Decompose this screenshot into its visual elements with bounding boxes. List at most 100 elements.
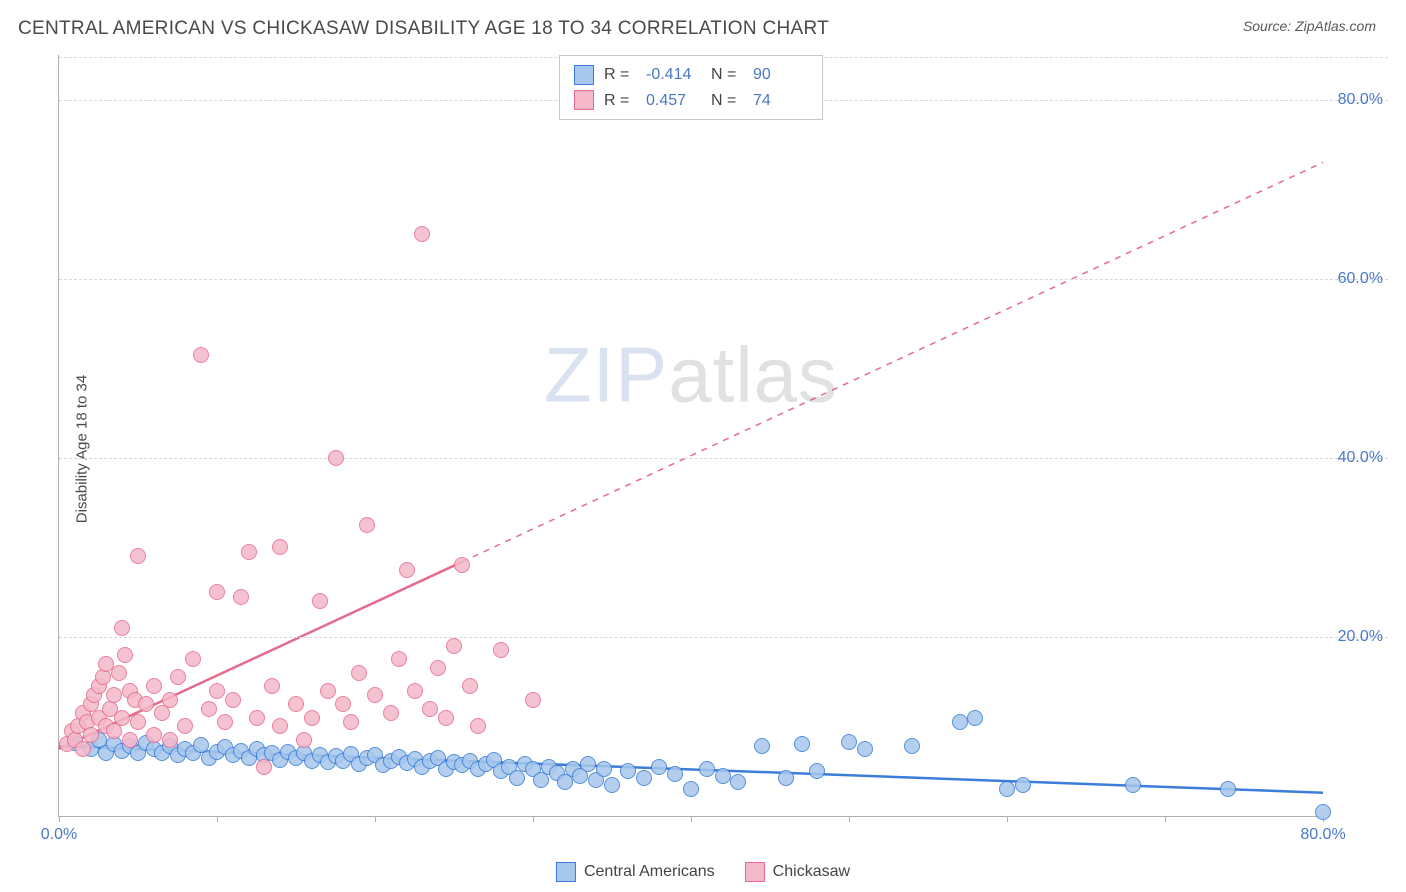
- data-point: [430, 660, 446, 676]
- data-point: [264, 678, 280, 694]
- legend-swatch: [574, 90, 594, 110]
- legend-swatch: [745, 862, 765, 882]
- data-point: [809, 763, 825, 779]
- x-tick: [1165, 816, 1166, 822]
- gridline: [59, 458, 1388, 459]
- data-point: [335, 696, 351, 712]
- y-tick-label: 20.0%: [1338, 628, 1383, 646]
- data-point: [952, 714, 968, 730]
- data-point: [95, 669, 111, 685]
- data-point: [225, 692, 241, 708]
- data-point: [138, 696, 154, 712]
- legend-r-label: R =: [604, 88, 636, 114]
- legend-row: R =-0.414N =90: [574, 62, 808, 88]
- data-point: [351, 665, 367, 681]
- data-point: [699, 761, 715, 777]
- data-point: [193, 347, 209, 363]
- watermark: ZIPatlas: [544, 329, 838, 420]
- legend-series-label: Chickasaw: [773, 863, 850, 881]
- x-tick: [375, 816, 376, 822]
- data-point: [209, 584, 225, 600]
- data-point: [272, 718, 288, 734]
- data-point: [596, 761, 612, 777]
- data-point: [391, 651, 407, 667]
- data-point: [1015, 777, 1031, 793]
- data-point: [1125, 777, 1141, 793]
- legend-series-item: Central Americans: [556, 862, 715, 882]
- legend-n-value: 90: [753, 62, 808, 88]
- data-point: [233, 589, 249, 605]
- data-point: [509, 770, 525, 786]
- data-point: [470, 718, 486, 734]
- y-tick-label: 60.0%: [1338, 270, 1383, 288]
- data-point: [209, 683, 225, 699]
- y-tick-label: 80.0%: [1338, 91, 1383, 109]
- data-point: [1220, 781, 1236, 797]
- x-tick-label: 80.0%: [1300, 826, 1345, 844]
- data-point: [667, 766, 683, 782]
- legend-r-value: 0.457: [646, 88, 701, 114]
- data-point: [754, 738, 770, 754]
- data-point: [328, 450, 344, 466]
- plot-area: ZIPatlas R =-0.414N =90R =0.457N =74 20.…: [58, 55, 1323, 817]
- data-point: [454, 557, 470, 573]
- data-point: [399, 562, 415, 578]
- data-point: [904, 738, 920, 754]
- data-point: [383, 705, 399, 721]
- trend-line-dashed: [462, 162, 1323, 561]
- data-point: [249, 710, 265, 726]
- data-point: [241, 544, 257, 560]
- data-point: [367, 687, 383, 703]
- data-point: [130, 714, 146, 730]
- data-point: [414, 226, 430, 242]
- data-point: [111, 665, 127, 681]
- data-point: [122, 732, 138, 748]
- x-tick-label: 0.0%: [41, 826, 77, 844]
- data-point: [359, 517, 375, 533]
- legend-swatch: [556, 862, 576, 882]
- data-point: [778, 770, 794, 786]
- data-point: [146, 727, 162, 743]
- data-point: [304, 710, 320, 726]
- x-tick: [849, 816, 850, 822]
- data-point: [272, 539, 288, 555]
- data-point: [343, 714, 359, 730]
- legend-series-label: Central Americans: [584, 863, 715, 881]
- x-tick: [533, 816, 534, 822]
- gridline: [59, 279, 1388, 280]
- data-point: [146, 678, 162, 694]
- data-point: [620, 763, 636, 779]
- data-point: [162, 732, 178, 748]
- data-point: [114, 710, 130, 726]
- data-point: [1315, 804, 1331, 820]
- data-point: [636, 770, 652, 786]
- data-point: [162, 692, 178, 708]
- data-point: [407, 683, 423, 699]
- data-point: [525, 692, 541, 708]
- legend-row: R =0.457N =74: [574, 88, 808, 114]
- data-point: [651, 759, 667, 775]
- x-tick: [217, 816, 218, 822]
- legend-series-item: Chickasaw: [745, 862, 850, 882]
- data-point: [320, 683, 336, 699]
- data-point: [446, 638, 462, 654]
- data-point: [730, 774, 746, 790]
- data-point: [114, 620, 130, 636]
- data-point: [185, 651, 201, 667]
- source-attribution: Source: ZipAtlas.com: [1243, 18, 1376, 34]
- data-point: [967, 710, 983, 726]
- series-legend: Central Americans Chickasaw: [556, 862, 850, 882]
- data-point: [130, 548, 146, 564]
- data-point: [170, 669, 186, 685]
- data-point: [296, 732, 312, 748]
- data-point: [683, 781, 699, 797]
- legend-n-label: N =: [711, 62, 743, 88]
- trend-lines: [59, 55, 1323, 816]
- x-tick: [1007, 816, 1008, 822]
- gridline: [59, 637, 1388, 638]
- legend-n-label: N =: [711, 88, 743, 114]
- data-point: [438, 710, 454, 726]
- data-point: [794, 736, 810, 752]
- data-point: [117, 647, 133, 663]
- data-point: [493, 642, 509, 658]
